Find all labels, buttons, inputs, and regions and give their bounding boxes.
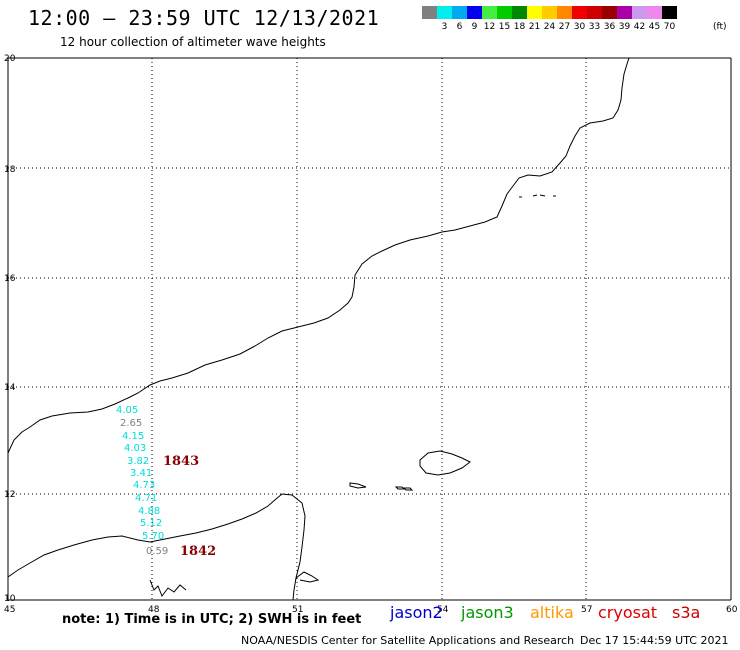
credit-line: NOAA/NESDIS Center for Satellite Applica… <box>241 634 575 647</box>
scale-label-6: 21 <box>528 22 541 32</box>
swh-value-1843-2: 4.15 <box>122 431 144 442</box>
track-label-1843: 1843 <box>163 454 199 469</box>
island-1 <box>349 482 367 489</box>
swh-value-1843-4: 3.82 <box>127 456 149 467</box>
scale-label-10: 33 <box>588 22 601 32</box>
map-title: 12:00 — 23:59 UTC 12/13/2021 <box>28 6 380 30</box>
scale-swatch-5 <box>497 6 512 19</box>
lon-label-48: 48 <box>148 605 160 615</box>
scale-label-9: 30 <box>573 22 586 32</box>
color-scale-unit: (ft) <box>713 22 727 32</box>
scale-swatch-14 <box>632 6 647 19</box>
coastline-somalia-tip <box>295 571 320 583</box>
scale-label-0: 3 <box>441 22 448 32</box>
map-subtitle: 12 hour collection of altimeter wave hei… <box>60 35 326 49</box>
scale-swatch-13 <box>617 6 632 19</box>
map-grid <box>7 57 732 601</box>
track-values: 4.05 2.65 4.154.03 3.823.414.73 4.71 4.885.12… <box>116 405 168 557</box>
scale-swatch-1 <box>437 6 452 19</box>
scale-swatch-8 <box>542 6 557 19</box>
scale-label-13: 42 <box>633 22 646 32</box>
scale-swatch-2 <box>452 6 467 19</box>
footer-note: note: 1) Time is in UTC; 2) SWH is in fe… <box>62 612 362 627</box>
island-3 <box>402 487 414 491</box>
scale-label-1: 6 <box>456 22 463 32</box>
lon-label-57: 57 <box>581 605 592 615</box>
scale-swatch-16 <box>662 6 677 19</box>
scale-label-7: 24 <box>543 22 556 32</box>
scale-swatch-10 <box>572 6 587 19</box>
swh-value-1842-0: 0.59 <box>146 546 168 557</box>
scale-swatch-0 <box>422 6 437 19</box>
scale-swatch-12 <box>602 6 617 19</box>
lon-label-45: 45 <box>4 605 15 615</box>
scale-swatch-7 <box>527 6 542 19</box>
track-label-1842: 1842 <box>180 544 216 559</box>
coastline-arabia <box>7 57 630 454</box>
lon-label-51: 51 <box>292 605 303 615</box>
lat-label-12: 12 <box>4 490 15 500</box>
scale-label-2: 9 <box>471 22 478 32</box>
scale-label-4: 15 <box>498 22 511 32</box>
satellite-altika: altika <box>530 603 574 622</box>
lat-label-18: 18 <box>4 165 16 175</box>
swh-value-1843-3: 4.03 <box>124 443 146 454</box>
scale-swatch-3 <box>467 6 482 19</box>
socotra-island <box>419 450 471 476</box>
coastlines <box>7 57 630 601</box>
scale-swatch-11 <box>587 6 602 19</box>
swh-value-1843-6: 4.73 <box>133 480 155 491</box>
axis-labels: 45 48 51 54 57 60 20 18 16 14 12 10 <box>4 54 738 615</box>
lon-label-54: 54 <box>437 605 449 615</box>
swh-value-1843-8: 4.88 <box>138 506 160 517</box>
generation-timestamp: Dec 17 15:44:59 UTC 2021 <box>580 634 729 647</box>
islands-kuria <box>519 194 556 198</box>
swh-value-1843-5: 3.41 <box>130 468 152 479</box>
swh-value-1843-9: 5.12 <box>140 518 162 529</box>
scale-label-12: 39 <box>618 22 631 32</box>
scale-label-15: 70 <box>663 22 676 32</box>
scale-label-8: 27 <box>558 22 571 32</box>
satellite-jason3: jason3 <box>461 603 514 622</box>
swh-value-1843-0: 4.05 <box>116 405 138 416</box>
color-scale-labels: 3 6 9 12 15 18 21 24 27 30 33 36 39 42 45 70 <box>422 22 677 32</box>
lat-label-10: 10 <box>4 594 16 604</box>
scale-swatch-4 <box>482 6 497 19</box>
lon-label-60: 60 <box>726 605 738 615</box>
coast-detail-south <box>149 579 187 598</box>
wave-height-color-scale <box>422 6 677 19</box>
island-2 <box>394 486 406 490</box>
satellite-cryosat: cryosat <box>598 603 658 622</box>
scale-label-3: 12 <box>483 22 496 32</box>
satellite-jason2: jason2 <box>390 603 443 622</box>
swh-value-1843-1: 2.65 <box>120 418 142 429</box>
scale-label-5: 18 <box>513 22 526 32</box>
coastline-africa <box>7 493 306 601</box>
scale-swatch-6 <box>512 6 527 19</box>
lat-label-20: 20 <box>4 54 16 64</box>
satellite-s3a: s3a <box>672 603 701 622</box>
track-labels: 1843 1842 <box>163 454 216 559</box>
scale-label-11: 36 <box>603 22 616 32</box>
lat-label-14: 14 <box>4 383 16 393</box>
scale-swatch-15 <box>647 6 662 19</box>
scale-swatch-9 <box>557 6 572 19</box>
scale-label-14: 45 <box>648 22 661 32</box>
lat-label-16: 16 <box>4 274 16 284</box>
swh-value-1843-10: 5.70 <box>142 531 164 542</box>
swh-value-1843-7: 4.71 <box>135 493 157 504</box>
